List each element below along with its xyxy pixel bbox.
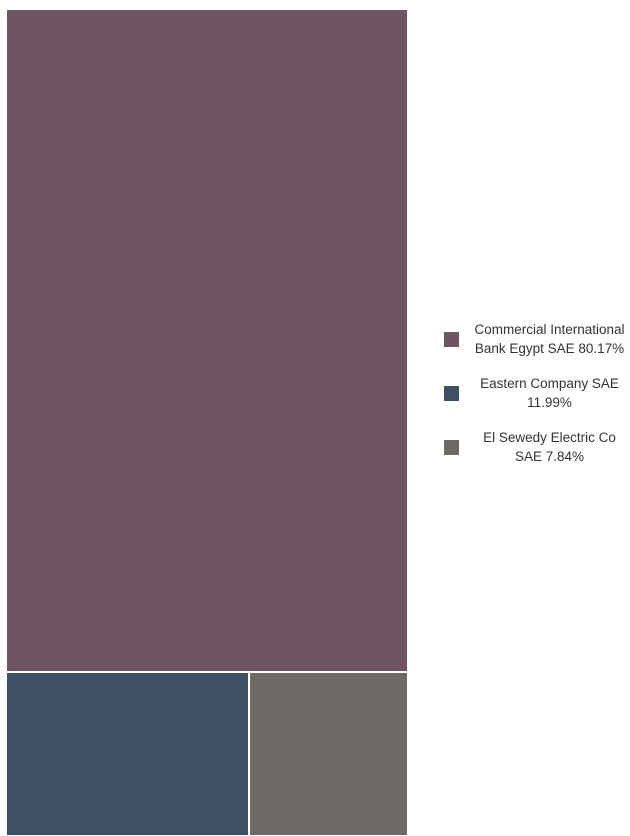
legend-label: El Sewedy Electric Co SAE 7.84%	[469, 428, 630, 466]
legend-swatch	[444, 332, 459, 347]
legend-label: Commercial International Bank Egypt SAE …	[469, 320, 630, 358]
legend: Commercial International Bank Egypt SAE …	[443, 320, 630, 482]
treemap-cell	[249, 672, 408, 836]
treemap-cell	[6, 672, 249, 836]
legend-label: Eastern Company SAE 11.99%	[469, 374, 630, 412]
legend-item: Commercial International Bank Egypt SAE …	[443, 320, 630, 358]
legend-item: Eastern Company SAE 11.99%	[443, 374, 630, 412]
legend-swatch	[444, 440, 459, 455]
legend-item: El Sewedy Electric Co SAE 7.84%	[443, 428, 630, 466]
treemap-cell	[6, 9, 408, 672]
legend-swatch	[444, 386, 459, 401]
